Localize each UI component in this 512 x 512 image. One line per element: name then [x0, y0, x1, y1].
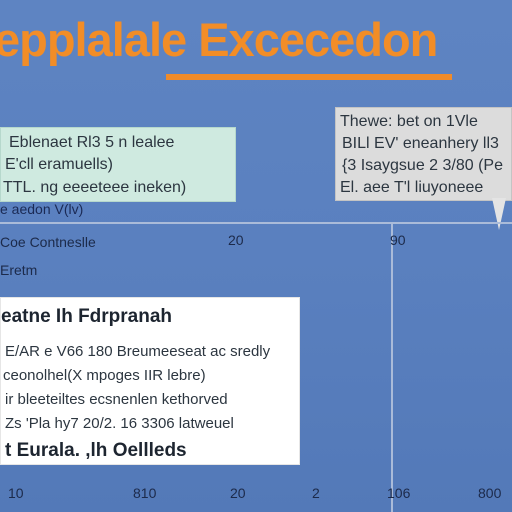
axis-row-2-label: Eretm	[0, 262, 38, 278]
bottom-axis-tick: 20	[230, 485, 246, 501]
panel-green-line-2: E'cll eramuells)	[5, 156, 113, 173]
panel-gray-line-2: BILl EV' eneanhery ll3	[342, 135, 499, 152]
info-panel-white: eatne Ih Fdrpranah E/AR e V66 180 Breume…	[0, 297, 300, 465]
panel-white-footer: t Eurala. ,lh Oellleds	[5, 440, 187, 461]
bottom-axis-tick: 810	[133, 485, 157, 501]
title-underline	[166, 74, 452, 80]
panel-gray-line-3: {3 Isaygsue 2 3/80 (Pe	[342, 157, 503, 174]
panel-white-line-3: ir bleeteiltes ecsnenlen kethorved	[5, 391, 228, 408]
panel-white-line-2: ceonolhel(X mpoges IIR lebre)	[3, 367, 206, 384]
panel-white-line-4: Zs 'Pla hy7 20/2. 16 3306 latweuel	[5, 415, 234, 432]
panel-gray-line-1: Thewe: bet on 1Vle	[340, 113, 478, 130]
panel-white-line-1: E/AR e V66 180 Breumeeseat ac sredly	[5, 343, 271, 360]
axis-row-1-tick-a: 20	[228, 232, 244, 248]
bottom-axis-tick: 10	[8, 485, 24, 501]
panel-green-line-3: TTL. ng eeeeteee ineken)	[3, 179, 187, 196]
info-panel-green: Eblenaet Rl3 5 n lealee E'cll eramuells)…	[0, 127, 236, 202]
panel-white-heading: eatne Ih Fdrpranah	[1, 306, 173, 327]
vertical-gridline	[391, 222, 393, 512]
bottom-axis-tick: 800	[478, 485, 502, 501]
page-title: epplalale Excecedon	[0, 13, 438, 66]
bottom-axis-tick: 2	[312, 485, 320, 501]
panel-gray-line-4: El. aee T'l liuyoneee	[340, 179, 484, 196]
info-panel-gray: Thewe: bet on 1Vle BILl EV' eneanhery ll…	[335, 107, 512, 201]
axis-row-1-tick-b: 90	[390, 232, 406, 248]
panel-green-caption: e aedon V(lv)	[0, 201, 84, 217]
axis-row-1-label: Coe Contneslle	[0, 234, 96, 250]
bottom-axis-tick: 106	[387, 485, 411, 501]
panel-green-line-1: Eblenaet Rl3 5 n lealee	[9, 134, 175, 151]
horizontal-gridline	[0, 222, 512, 224]
callout-pointer	[492, 198, 506, 230]
